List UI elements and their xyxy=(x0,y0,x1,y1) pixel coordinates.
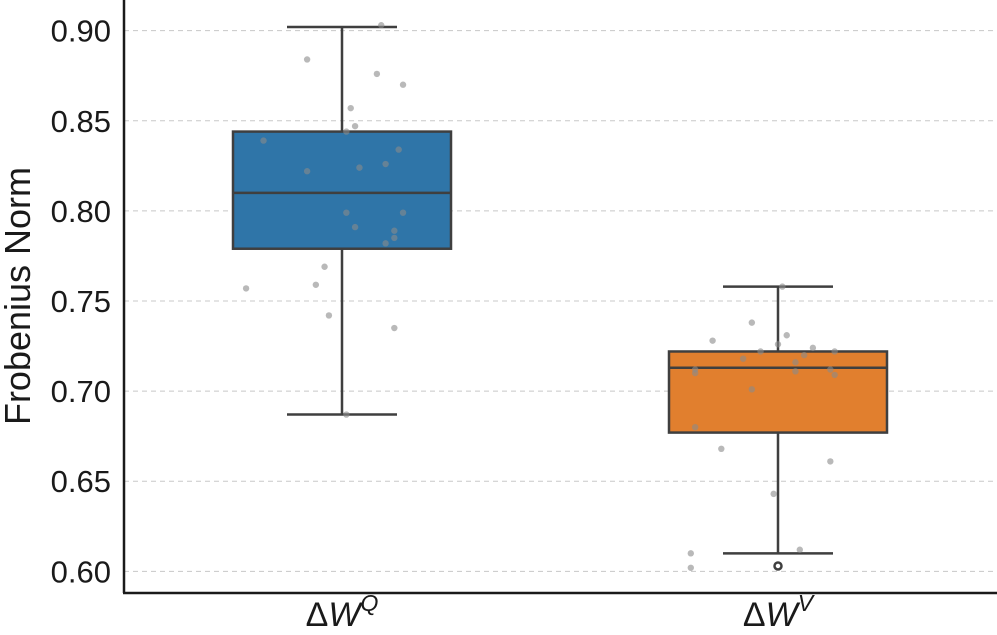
y-tick-label: 0.60 xyxy=(51,554,111,589)
x-tick-label: ΔWQ xyxy=(306,590,379,634)
data-point xyxy=(709,337,716,344)
data-point xyxy=(378,22,385,29)
data-point xyxy=(748,386,756,393)
data-point xyxy=(391,234,398,242)
data-point xyxy=(391,227,398,234)
y-tick-label: 0.85 xyxy=(51,104,111,139)
data-point xyxy=(303,56,311,63)
x-tick-label: ΔWV xyxy=(743,590,816,634)
x-tick-label-var: W xyxy=(766,596,801,634)
box-group xyxy=(667,285,889,571)
data-point xyxy=(351,223,359,231)
data-point xyxy=(687,550,694,557)
x-tick-labels: ΔWQ ΔWV xyxy=(306,590,816,634)
data-point xyxy=(343,209,350,216)
data-point xyxy=(800,351,808,359)
data-point xyxy=(783,332,790,339)
data-point xyxy=(739,355,747,362)
data-point xyxy=(399,81,407,88)
axes xyxy=(122,0,997,595)
data-point xyxy=(827,458,834,465)
data-point xyxy=(691,423,699,431)
iqr-box xyxy=(231,130,453,250)
jitter-points xyxy=(242,22,838,571)
data-point xyxy=(260,137,267,144)
iqr-box xyxy=(667,350,889,434)
data-point xyxy=(792,368,799,375)
data-point xyxy=(356,164,363,171)
data-point xyxy=(351,122,359,130)
x-tick-label-superscript: V xyxy=(798,590,816,616)
data-point xyxy=(809,344,817,352)
data-point xyxy=(343,128,350,135)
grid-lines xyxy=(124,30,997,572)
data-point xyxy=(373,70,381,78)
outlier-point xyxy=(773,561,783,571)
x-tick-label-superscript: Q xyxy=(360,590,378,616)
y-tick-label: 0.75 xyxy=(51,284,111,319)
data-point xyxy=(792,359,799,366)
y-tick-label: 0.90 xyxy=(51,14,111,49)
box-group xyxy=(231,25,453,416)
data-point xyxy=(831,371,838,379)
data-point xyxy=(382,240,389,247)
data-point xyxy=(242,285,250,292)
data-point xyxy=(831,348,838,355)
x-tick-label-base: Δ xyxy=(306,596,329,634)
x-tick-label-var: W xyxy=(328,596,363,634)
data-point xyxy=(382,160,389,168)
data-point xyxy=(748,319,756,326)
y-tick-label: 0.80 xyxy=(51,194,111,229)
data-point xyxy=(347,104,354,112)
data-point xyxy=(303,168,311,175)
data-point xyxy=(325,312,333,319)
data-point xyxy=(691,369,699,377)
data-point xyxy=(770,490,777,498)
data-point xyxy=(779,283,786,290)
data-point xyxy=(312,281,320,288)
data-point xyxy=(395,146,402,153)
y-axis-title: Frobenius Norm xyxy=(0,167,38,425)
x-tick-label-base: Δ xyxy=(743,596,766,634)
data-point xyxy=(827,366,834,373)
data-point xyxy=(343,411,350,418)
box-series xyxy=(231,25,889,571)
y-tick-label: 0.65 xyxy=(51,464,111,499)
data-point xyxy=(796,546,803,553)
data-point xyxy=(321,263,328,270)
y-tick-label: 0.70 xyxy=(51,374,111,409)
y-tick-labels: 0.60 0.65 0.70 0.75 0.80 0.85 0.90 xyxy=(51,14,111,590)
data-point xyxy=(718,445,725,453)
data-point xyxy=(757,348,764,355)
data-point xyxy=(399,209,407,216)
data-point xyxy=(774,341,782,348)
data-point xyxy=(391,324,398,332)
data-point xyxy=(687,564,694,571)
